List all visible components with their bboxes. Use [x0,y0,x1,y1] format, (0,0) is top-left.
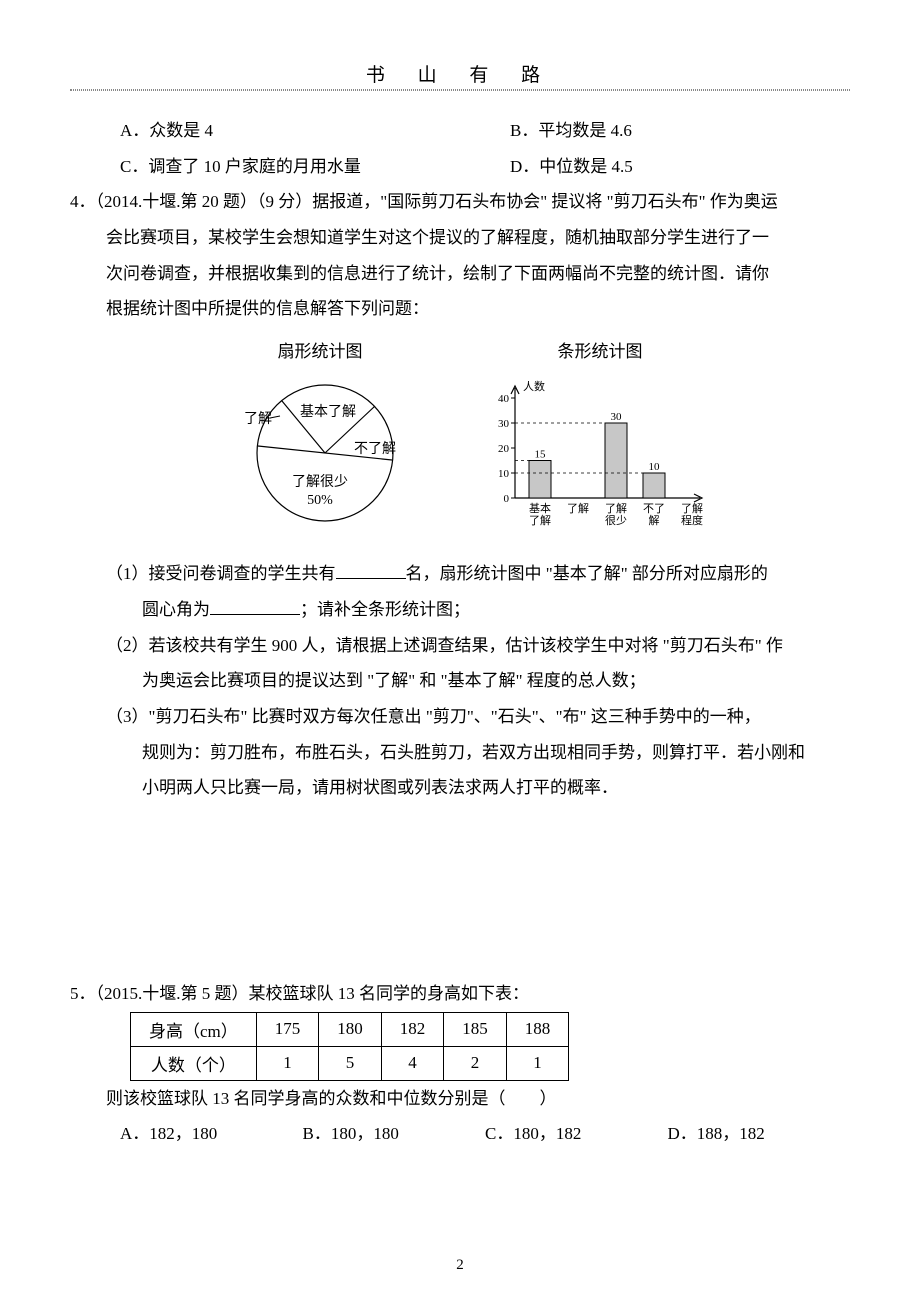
bar-rect-3 [643,473,665,498]
q5-opt-c: C．180，182 [485,1116,668,1152]
bar-ytick-0: 0 [504,493,510,505]
q5-c-2: 4 [381,1046,444,1080]
page-number: 2 [0,1257,920,1274]
q4-stem-4: 根据统计图中所提供的信息解答下列问题： [70,291,850,327]
q5-post: 则该校篮球队 13 名同学身高的众数和中位数分别是（ ） [70,1081,850,1117]
bar-ytick-4: 40 [498,393,510,405]
bar-value-label-0: 15 [535,449,547,461]
q5-h-3: 185 [444,1012,507,1046]
q4-sub2a: （2）若该校共有学生 900 人，请根据上述调查结果，估计该校学生中对将 "剪刀… [70,628,850,664]
q5-row1-header: 身高（cm） [131,1012,257,1046]
opt-d: D．中位数是 4.5 [460,149,850,185]
q5-opt-a: A．182，180 [120,1116,303,1152]
bar-rect-0 [529,461,551,499]
q4-sub1a: （1）接受问卷调查的学生共有 [106,564,336,583]
pie-chart: 基本了解 了解 不了解 了解很少 50% [220,368,420,538]
q4-sub3c: 小明两人只比赛一局，请用树状图或列表法求两人打平的概率． [70,770,850,806]
q5-stem: 5．（2015.十堰.第 5 题）某校篮球队 13 名同学的身高如下表： [70,976,850,1012]
q5-c-0: 1 [256,1046,319,1080]
q5-h-1: 180 [319,1012,382,1046]
q4-stem-1: 4．（2014.十堰.第 20 题）（9 分）据报道，"国际剪刀石头布协会" 提… [70,184,850,220]
bar-xcat-3-0: 不了 [643,502,665,515]
q5-h-4: 188 [506,1012,569,1046]
blank-2 [210,598,300,615]
bar-xcat-4-0: 了解 [681,501,703,515]
q5-h-2: 182 [381,1012,444,1046]
q4-sub2b: 为奥运会比赛项目的提议达到 "了解" 和 "基本了解" 程度的总人数； [70,663,850,699]
bar-value-label-3: 10 [649,461,661,473]
q4-sub1c: 圆心角为 [142,600,210,619]
pie-label-notknow: 不了解 [354,441,396,457]
q4-sub3a: （3）"剪刀石头布" 比赛时双方每次任意出 "剪刀"、"石头"、"布" 这三种手… [70,699,850,735]
q5-opt-d: D．188，182 [668,1116,851,1152]
pie-label-percent: 50% [307,493,333,508]
bar-xcat-0-1: 了解 [529,513,551,527]
opt-b: B．平均数是 4.6 [460,113,850,149]
bar-ytick-1: 10 [498,468,510,480]
header-divider [70,89,850,91]
pie-label-know: 了解 [244,411,272,427]
opt-a: A．众数是 4 [70,113,460,149]
bar-chart: 人数 010203040 153010 基本了解了解了解很少不了解了解程度 [475,368,725,538]
q5-table: 身高（cm） 175 180 182 185 188 人数（个） 1 5 4 2… [130,1012,569,1081]
bar-title: 条形统计图 [470,337,730,362]
q4-sub1-line1: （1）接受问卷调查的学生共有 名，扇形统计图中 "基本了解" 部分所对应扇形的 [70,556,850,592]
bar-xcat-1-0: 了解 [567,501,589,515]
q4-sub1-line2: 圆心角为 ；请补全条形统计图； [70,592,850,628]
pie-label-little: 了解很少 [292,474,348,490]
bar-xcat-0-0: 基本 [529,501,551,515]
bar-ytick-2: 20 [498,443,510,455]
q4-sub1d: ；请补全条形统计图； [300,600,470,619]
opt-c: C．调查了 10 户家庭的月用水量 [70,149,460,185]
bar-yaxis-label: 人数 [523,380,545,393]
bar-xcat-2-1: 很少 [605,513,627,527]
q4-sub3b: 规则为：剪刀胜布，布胜石头，石头胜剪刀，若双方出现相同手势，则算打平．若小刚和 [70,735,850,771]
q5-opt-b: B．180，180 [303,1116,486,1152]
pie-title: 扇形统计图 [190,337,450,362]
pie-label-basic: 基本了解 [300,403,356,420]
page-header-title: 书 山 有 路 [70,60,850,87]
blank-1 [336,562,406,579]
bar-ytick-3: 30 [498,418,510,430]
q5-h-0: 175 [256,1012,319,1046]
q5-row2-header: 人数（个） [131,1046,257,1080]
bar-xcat-3-1: 解 [649,513,660,527]
bar-xcat-2-0: 了解 [605,501,627,515]
bar-rect-2 [605,423,627,498]
q4-stem-3: 次问卷调查，并根据收集到的信息进行了统计，绘制了下面两幅尚不完整的统计图．请你 [70,256,850,292]
bar-xcat-4-1: 程度 [681,513,703,527]
bar-value-label-2: 30 [611,411,623,423]
q4-stem-2: 会比赛项目，某校学生会想知道学生对这个提议的了解程度，随机抽取部分学生进行了一 [70,220,850,256]
q5-c-4: 1 [506,1046,569,1080]
q5-c-3: 2 [444,1046,507,1080]
q4-sub1b: 名，扇形统计图中 "基本了解" 部分所对应扇形的 [406,564,768,583]
q5-c-1: 5 [319,1046,382,1080]
